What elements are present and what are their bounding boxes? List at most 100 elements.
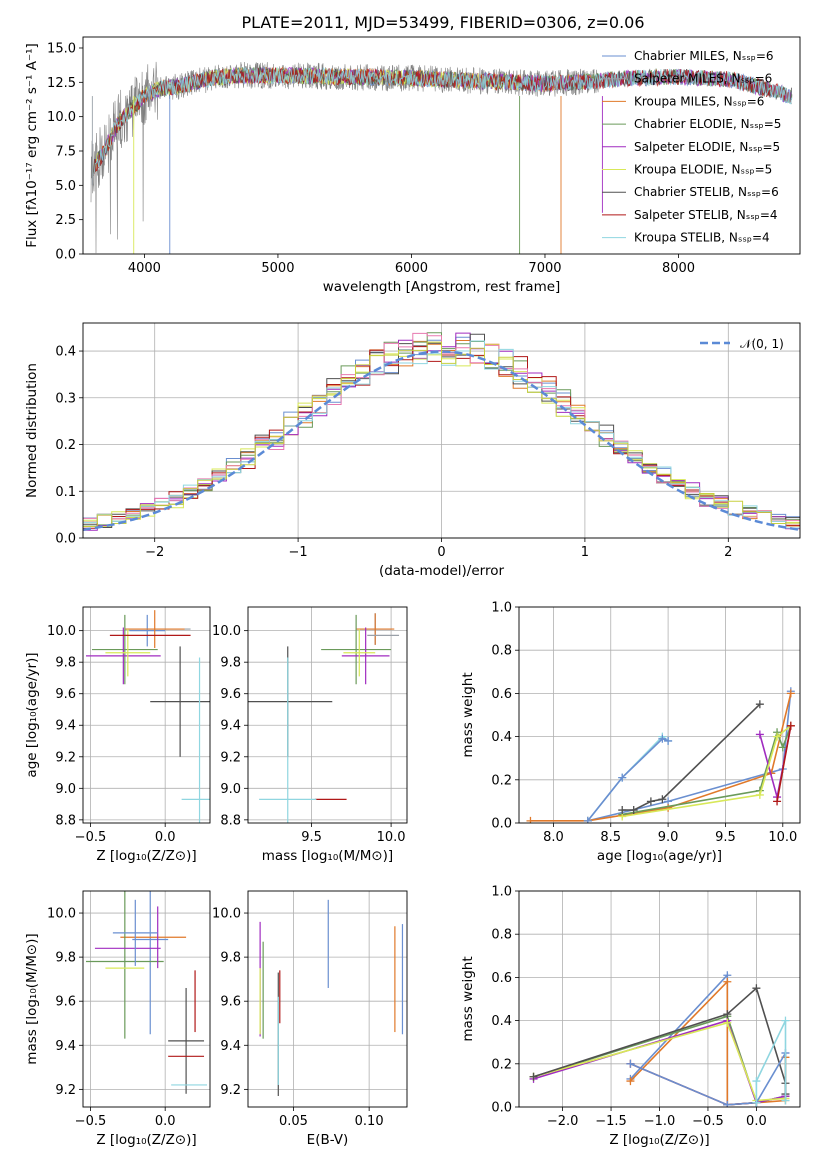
x-tick-label: −1	[289, 545, 308, 560]
y-tick-label: 9.4	[55, 1039, 76, 1054]
y-tick-label: 9.6	[55, 995, 76, 1010]
axes-age-vs-Z: −0.5 0.0 8.8 9.0 9.2 9.4 9.6 9.8 10.0 Z [log₁₀(Z/…	[24, 606, 211, 864]
y-tick-label: 0.1	[55, 485, 76, 500]
x-tick-label: 6000	[395, 261, 428, 276]
y-tick-label: 0.2	[55, 438, 76, 453]
legend: Chabrier MILES, Nₛₛₚ=6 Salpeter MILES, Nₛ…	[602, 49, 781, 245]
y-tick-label: 12.5	[47, 76, 76, 91]
y-tick-label: 0.8	[491, 644, 512, 659]
x-tick-label: −1.0	[644, 1114, 676, 1129]
y-tick-label: 0.6	[491, 971, 512, 986]
x-tick-label: 9.5	[301, 830, 322, 845]
x-tick-label: −0.5	[75, 830, 107, 845]
x-tick-label: 0	[437, 545, 445, 560]
y-axis-label: Flux [fλ10⁻¹⁷ erg cm⁻² s⁻¹ A⁻¹]	[24, 43, 40, 248]
weight-line	[587, 737, 669, 822]
x-axis-label: wavelength [Angstrom, rest frame]	[323, 279, 561, 295]
x-axis-label: (data-model)/error	[379, 563, 505, 579]
weight-marker	[778, 743, 787, 752]
plot-area	[248, 613, 400, 823]
histogram-10	[83, 341, 800, 527]
plot-area	[85, 610, 210, 823]
model-line-9	[93, 66, 792, 176]
x-tick-label: −2	[145, 545, 164, 560]
y-tick-label: 10.0	[47, 907, 76, 922]
y-axis-label: Normed distribution	[24, 363, 40, 498]
weight-line	[587, 691, 792, 822]
axes-frame	[247, 890, 408, 1108]
axes-frame	[247, 606, 408, 824]
legend-label: Salpeter MILES, Nₛₛₚ=6	[634, 72, 772, 86]
weight-marker	[723, 1010, 732, 1019]
weight-marker	[781, 1096, 790, 1105]
legend-label: 𝒩(0, 1)	[740, 337, 784, 351]
y-tick-label: 0.6	[491, 687, 512, 702]
weight-marker	[755, 790, 764, 799]
x-tick-label: 9.0	[658, 830, 679, 845]
x-tick-label: 0.05	[279, 1114, 308, 1129]
weight-marker	[529, 1072, 538, 1081]
y-tick-label: 9.2	[55, 750, 76, 765]
y-tick-label: 0.2	[491, 1057, 512, 1072]
y-tick-label: 9.4	[220, 1039, 241, 1054]
x-tick-label: −0.5	[692, 1114, 724, 1129]
legend-label: Kroupa ELODIE, Nₛₛₚ=5	[634, 163, 772, 177]
y-tick-label: 0.8	[491, 928, 512, 943]
weight-marker	[773, 797, 782, 806]
y-tick-label: 0.4	[55, 345, 76, 360]
weight-marker	[664, 736, 673, 745]
y-tick-label: 0.3	[55, 391, 76, 406]
x-tick-label: 10.0	[768, 830, 797, 845]
y-tick-label: 9.2	[220, 750, 241, 765]
weight-marker	[618, 773, 627, 782]
y-tick-label: 9.8	[220, 951, 241, 966]
y-tick-label: 10.0	[212, 907, 241, 922]
x-axis-label: Z [log₁₀(Z/Z⊙)]	[609, 1132, 709, 1148]
x-tick-label: 4000	[128, 261, 161, 276]
weight-marker	[526, 816, 535, 823]
plot-area	[259, 899, 404, 1096]
axes-frame	[82, 322, 801, 539]
x-tick-label: 8.0	[543, 830, 564, 845]
axes-residuals: −2 −1 0 1 2 0.0 0.1 0.2 0.3 0.4 (data-model)/error…	[24, 322, 801, 579]
weight-marker	[786, 689, 795, 698]
y-tick-label: 5.0	[55, 179, 76, 194]
x-tick-label: −1.5	[595, 1114, 627, 1129]
legend-label: Kroupa STELIB, Nₛₛₚ=4	[634, 231, 770, 245]
x-tick-label: 10.0	[377, 830, 406, 845]
legend-label: Chabrier MILES, Nₛₛₚ=6	[634, 49, 774, 63]
axes-frame	[518, 890, 801, 1108]
weight-marker	[752, 1077, 761, 1086]
y-tick-label: 0.4	[491, 1014, 512, 1029]
y-tick-label: 1.0	[491, 601, 512, 616]
legend-label: Salpeter ELODIE, Nₛₛₚ=5	[634, 140, 780, 154]
y-tick-label: 0.0	[55, 532, 76, 547]
axes-mass-vs-Z: −0.5 0.0 9.2 9.4 9.6 9.8 10.0 Z [log₁₀(Z/Z⊙)] ma…	[24, 890, 211, 1148]
spectrum-data-line	[90, 61, 793, 254]
x-tick-label: 0.0	[746, 1114, 767, 1129]
x-tick-label: 1	[581, 545, 589, 560]
axes-frame	[82, 606, 211, 824]
weight-marker	[781, 1016, 790, 1025]
weight-marker	[773, 732, 782, 741]
plot-area	[85, 891, 208, 1094]
x-tick-label: 9.5	[715, 830, 736, 845]
y-tick-label: 9.0	[220, 782, 241, 797]
axes-spectrum: 4000 5000 6000 7000 8000 0.0 2.5 5.0 7.5 10.0 12.5…	[24, 36, 801, 295]
axes-frame	[518, 606, 801, 824]
weight-line	[755, 1020, 787, 1103]
y-tick-label: 9.0	[55, 782, 76, 797]
weight-marker	[664, 803, 673, 812]
x-axis-label: age [log₁₀(age/yr)]	[597, 848, 722, 864]
y-tick-label: 9.2	[220, 1083, 241, 1098]
x-tick-label: 0.10	[355, 1114, 384, 1129]
x-tick-label: −0.5	[75, 1114, 107, 1129]
weight-marker	[755, 700, 764, 709]
y-tick-label: 9.8	[220, 656, 241, 671]
y-tick-label: 9.2	[55, 1083, 76, 1098]
y-tick-label: 9.6	[220, 995, 241, 1010]
y-axis-label: mass weight	[460, 672, 476, 757]
y-tick-label: 9.4	[55, 719, 76, 734]
x-tick-label: 8.5	[600, 830, 621, 845]
